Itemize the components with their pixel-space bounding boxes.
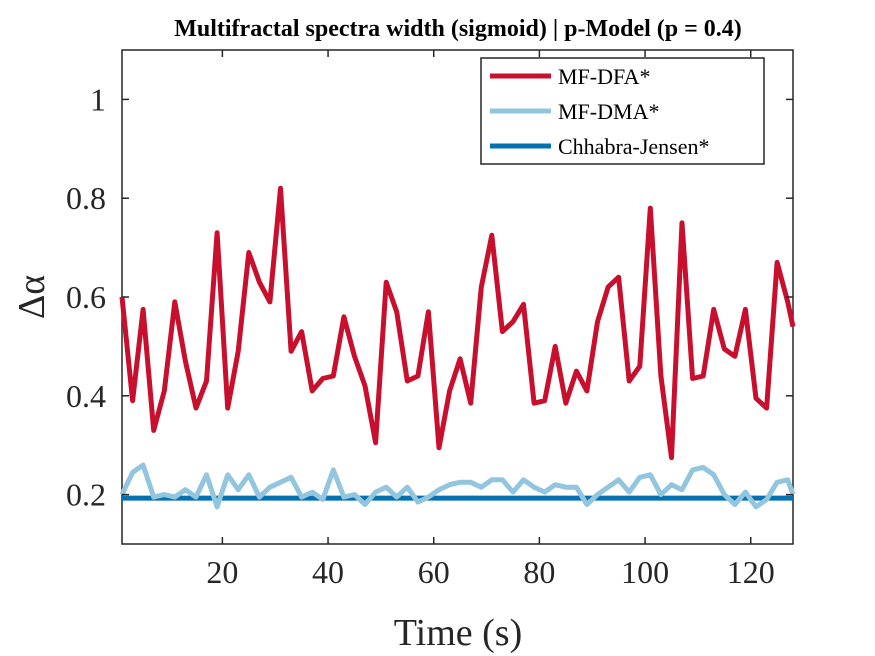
- y-tick-label: 0.6: [66, 279, 106, 315]
- x-tick-label: 60: [418, 554, 450, 590]
- y-tick-label: 0.2: [66, 477, 106, 513]
- x-tick-label: 100: [621, 554, 669, 590]
- legend-label-0: MF-DFA*: [558, 64, 651, 89]
- x-tick-label: 120: [727, 554, 775, 590]
- series-line-1: [119, 462, 796, 510]
- ticks-layer: 20 40 60 80 100 120 0.2 0.4 0.6 0.8 1: [66, 50, 793, 590]
- legend-label-1: MF-DMA*: [558, 99, 659, 124]
- x-tick-label: 80: [523, 554, 555, 590]
- legend: MF-DFA* MF-DMA* Chhabra-Jensen*: [480, 57, 765, 165]
- x-tick-label: 20: [206, 554, 238, 590]
- legend-items: MF-DFA* MF-DMA* Chhabra-Jensen*: [490, 64, 710, 159]
- series-line-0: [119, 185, 796, 461]
- y-tick-label: 1: [90, 81, 106, 117]
- x-tick-label: 40: [312, 554, 344, 590]
- y-tick-label: 0.8: [66, 180, 106, 216]
- series-layer: [119, 185, 796, 510]
- y-axis-label: Δα: [11, 275, 53, 319]
- legend-label-2: Chhabra-Jensen*: [558, 134, 710, 159]
- chart-title: Multifractal spectra width (sigmoid) | p…: [174, 16, 742, 42]
- x-axis-label: Time (s): [394, 612, 522, 654]
- y-tick-label: 0.4: [66, 378, 106, 414]
